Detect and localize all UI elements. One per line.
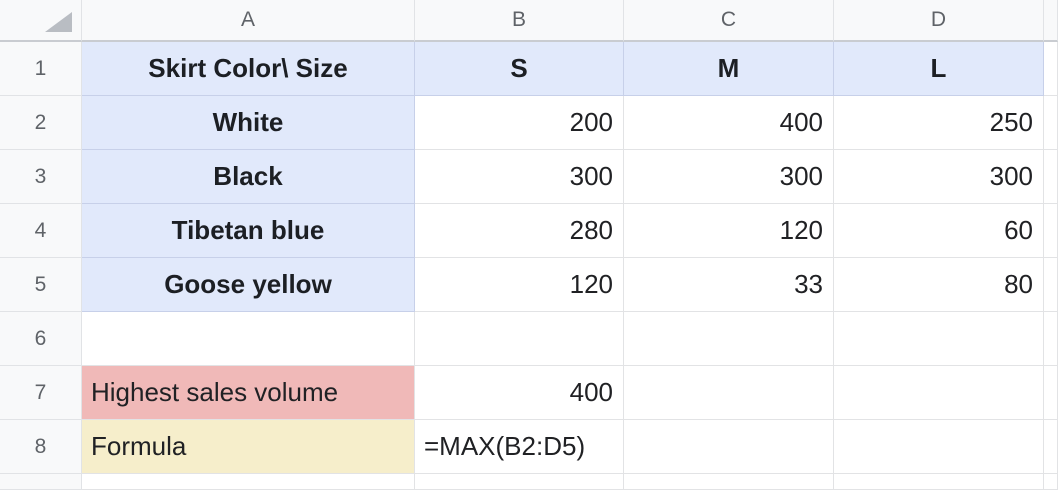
- cell-b6[interactable]: [415, 312, 624, 366]
- cell-d6[interactable]: [834, 312, 1044, 366]
- row-header-2[interactable]: 2: [0, 96, 82, 150]
- column-header-a[interactable]: A: [82, 0, 415, 42]
- cell-e9[interactable]: [1044, 474, 1058, 490]
- cell-e4[interactable]: [1044, 204, 1058, 258]
- cell-c8[interactable]: [624, 420, 834, 474]
- cell-c6[interactable]: [624, 312, 834, 366]
- cell-c1[interactable]: M: [624, 42, 834, 96]
- cell-e6[interactable]: [1044, 312, 1058, 366]
- row-header-6[interactable]: 6: [0, 312, 82, 366]
- cell-e2[interactable]: [1044, 96, 1058, 150]
- cell-a5[interactable]: Goose yellow: [82, 258, 415, 312]
- cell-e1[interactable]: [1044, 42, 1058, 96]
- cell-d8[interactable]: [834, 420, 1044, 474]
- row-header-5[interactable]: 5: [0, 258, 82, 312]
- column-header-c[interactable]: C: [624, 0, 834, 42]
- cell-a4[interactable]: Tibetan blue: [82, 204, 415, 258]
- column-header-d[interactable]: D: [834, 0, 1044, 42]
- cell-e7[interactable]: [1044, 366, 1058, 420]
- row-header-3[interactable]: 3: [0, 150, 82, 204]
- cell-c4[interactable]: 120: [624, 204, 834, 258]
- row-header-4[interactable]: 4: [0, 204, 82, 258]
- cell-c9[interactable]: [624, 474, 834, 490]
- cell-b1[interactable]: S: [415, 42, 624, 96]
- cell-b7[interactable]: 400: [415, 366, 624, 420]
- cell-a2[interactable]: White: [82, 96, 415, 150]
- cell-a1[interactable]: Skirt Color\ Size: [82, 42, 415, 96]
- cell-a8[interactable]: Formula: [82, 420, 415, 474]
- cell-d1[interactable]: L: [834, 42, 1044, 96]
- cell-d3[interactable]: 300: [834, 150, 1044, 204]
- cell-d5[interactable]: 80: [834, 258, 1044, 312]
- column-header-b[interactable]: B: [415, 0, 624, 42]
- row-header-8[interactable]: 8: [0, 420, 82, 474]
- cell-d2[interactable]: 250: [834, 96, 1044, 150]
- cell-a3[interactable]: Black: [82, 150, 415, 204]
- cell-e3[interactable]: [1044, 150, 1058, 204]
- cell-b9[interactable]: [415, 474, 624, 490]
- cell-e5[interactable]: [1044, 258, 1058, 312]
- cell-b4[interactable]: 280: [415, 204, 624, 258]
- cell-c7[interactable]: [624, 366, 834, 420]
- cell-c5[interactable]: 33: [624, 258, 834, 312]
- column-header-e-partial[interactable]: [1044, 0, 1058, 42]
- cell-b5[interactable]: 120: [415, 258, 624, 312]
- cell-d9[interactable]: [834, 474, 1044, 490]
- cell-b8[interactable]: =MAX(B2:D5): [415, 420, 624, 474]
- row-header-7[interactable]: 7: [0, 366, 82, 420]
- cell-a7[interactable]: Highest sales volume: [82, 366, 415, 420]
- cell-a6[interactable]: [82, 312, 415, 366]
- cell-b3[interactable]: 300: [415, 150, 624, 204]
- select-all-icon: [45, 12, 72, 32]
- row-header-1[interactable]: 1: [0, 42, 82, 96]
- cell-c3[interactable]: 300: [624, 150, 834, 204]
- cell-d4[interactable]: 60: [834, 204, 1044, 258]
- row-header-9-partial[interactable]: [0, 474, 82, 490]
- cell-a9[interactable]: [82, 474, 415, 490]
- cell-d7[interactable]: [834, 366, 1044, 420]
- select-all-corner[interactable]: [0, 0, 82, 42]
- cell-e8[interactable]: [1044, 420, 1058, 474]
- cell-c2[interactable]: 400: [624, 96, 834, 150]
- cell-b2[interactable]: 200: [415, 96, 624, 150]
